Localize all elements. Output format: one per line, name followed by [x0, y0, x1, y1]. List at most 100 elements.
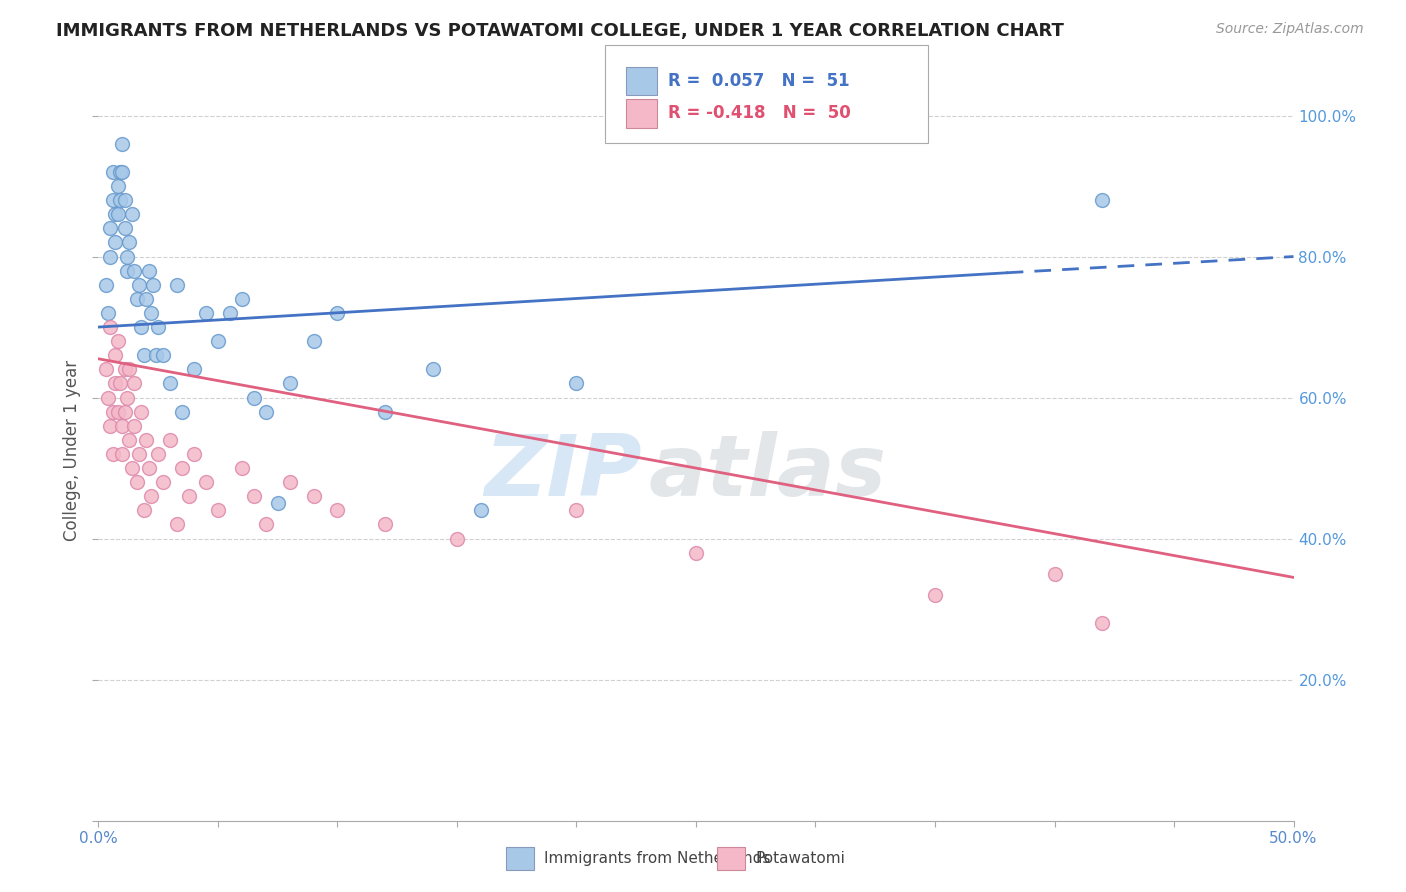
Point: [172, 405, 194, 419]
Point: [139, 306, 162, 320]
Point: [108, 193, 131, 207]
Point: [135, 292, 157, 306]
Point: [118, 433, 141, 447]
Point: [231, 461, 253, 475]
Point: [183, 447, 205, 461]
Point: [470, 503, 492, 517]
Point: [1043, 566, 1066, 581]
Point: [111, 418, 134, 433]
Point: [148, 447, 170, 461]
Point: [422, 362, 444, 376]
Point: [195, 475, 218, 490]
Point: [166, 277, 188, 292]
Point: [101, 447, 124, 461]
Point: [326, 306, 349, 320]
Point: [278, 475, 301, 490]
Point: [219, 306, 242, 320]
Y-axis label: College, Under 1 year: College, Under 1 year: [63, 359, 82, 541]
Text: atlas: atlas: [648, 431, 886, 514]
Point: [118, 362, 141, 376]
Point: [152, 348, 174, 362]
Point: [152, 475, 174, 490]
Point: [207, 503, 229, 517]
Text: R = -0.418   N =  50: R = -0.418 N = 50: [668, 104, 851, 122]
Point: [111, 447, 134, 461]
Point: [104, 348, 127, 362]
Point: [98, 418, 122, 433]
Text: ZIP: ZIP: [485, 431, 643, 514]
Point: [108, 165, 131, 179]
Point: [97, 306, 120, 320]
Point: [142, 277, 165, 292]
Point: [114, 221, 136, 235]
Point: [231, 292, 253, 306]
Point: [125, 475, 148, 490]
Point: [104, 376, 127, 391]
Point: [121, 207, 143, 221]
Point: [114, 193, 136, 207]
Point: [107, 405, 129, 419]
Point: [1091, 193, 1114, 207]
Point: [94, 362, 117, 376]
Point: [207, 334, 229, 348]
Point: [101, 165, 124, 179]
Point: [97, 391, 120, 405]
Point: [132, 503, 155, 517]
Point: [254, 517, 277, 532]
Point: [104, 207, 127, 221]
Point: [118, 235, 141, 250]
Point: [125, 292, 148, 306]
Point: [685, 546, 707, 560]
Point: [98, 250, 122, 264]
Point: [565, 503, 588, 517]
Point: [132, 348, 155, 362]
Point: [101, 405, 124, 419]
Point: [107, 334, 129, 348]
Point: [98, 320, 122, 334]
Point: [124, 263, 146, 277]
Point: [107, 207, 129, 221]
Point: [302, 489, 325, 503]
Point: [267, 496, 290, 510]
Point: [128, 277, 150, 292]
Point: [145, 348, 167, 362]
Text: Source: ZipAtlas.com: Source: ZipAtlas.com: [1216, 22, 1364, 37]
Point: [115, 250, 138, 264]
Point: [565, 376, 588, 391]
Text: R =  0.057   N =  51: R = 0.057 N = 51: [668, 72, 849, 90]
Point: [114, 405, 136, 419]
Point: [115, 391, 138, 405]
Point: [138, 263, 160, 277]
Point: [179, 489, 201, 503]
Point: [278, 376, 301, 391]
Point: [104, 235, 127, 250]
Point: [135, 433, 157, 447]
Point: [254, 405, 277, 419]
Point: [111, 165, 134, 179]
Point: [148, 320, 170, 334]
Point: [172, 461, 194, 475]
Point: [243, 391, 266, 405]
Point: [121, 461, 143, 475]
Point: [131, 320, 153, 334]
Point: [159, 433, 181, 447]
Point: [138, 461, 160, 475]
Point: [195, 306, 218, 320]
Point: [302, 334, 325, 348]
Point: [115, 263, 138, 277]
Text: Immigrants from Netherlands: Immigrants from Netherlands: [544, 851, 770, 866]
Point: [108, 376, 131, 391]
Point: [326, 503, 349, 517]
Point: [243, 489, 266, 503]
Text: Potawatomi: Potawatomi: [755, 851, 845, 866]
Point: [114, 362, 136, 376]
Point: [94, 277, 117, 292]
Point: [107, 179, 129, 194]
Point: [98, 221, 122, 235]
Point: [1091, 616, 1114, 631]
Point: [139, 489, 162, 503]
Point: [111, 136, 134, 151]
Point: [124, 376, 146, 391]
Point: [101, 193, 124, 207]
Point: [159, 376, 181, 391]
